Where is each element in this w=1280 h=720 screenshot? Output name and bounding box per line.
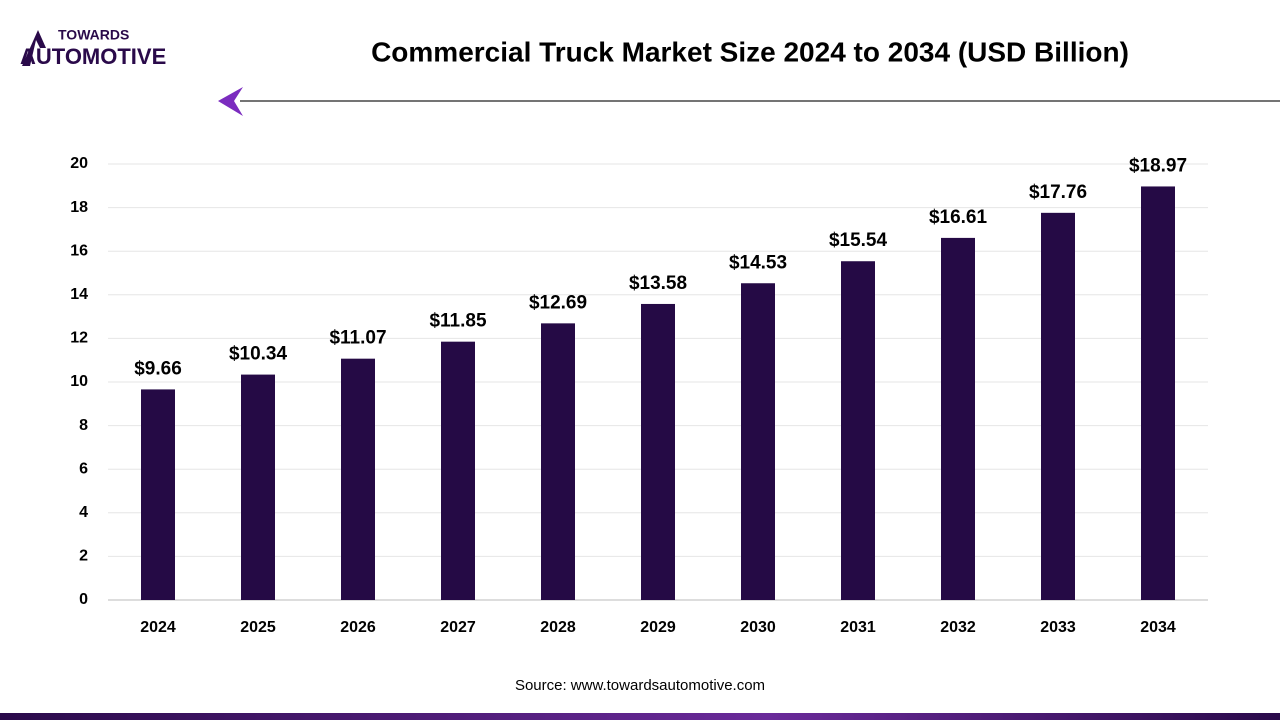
bar xyxy=(141,389,175,600)
x-tick-label: 2030 xyxy=(740,619,776,636)
value-label: $9.66 xyxy=(134,358,182,379)
x-tick-label: 2028 xyxy=(540,619,576,636)
value-label: $13.58 xyxy=(629,273,687,294)
y-tick-label: 14 xyxy=(70,286,88,303)
bar xyxy=(1041,212,1075,600)
bar xyxy=(341,358,375,600)
x-tick-label: 2024 xyxy=(140,619,176,636)
bar xyxy=(941,237,975,601)
y-tick-label: 8 xyxy=(79,417,88,434)
footer-strip xyxy=(0,713,1280,720)
value-label: $15.54 xyxy=(829,230,888,251)
y-tick-label: 20 xyxy=(70,155,88,172)
y-tick-label: 2 xyxy=(79,548,88,565)
y-tick-label: 4 xyxy=(79,504,88,521)
value-label: $12.69 xyxy=(529,292,587,313)
bar xyxy=(841,261,875,600)
y-tick-label: 12 xyxy=(70,330,88,347)
y-tick-label: 6 xyxy=(79,460,88,477)
chart-title: Commercial Truck Market Size 2024 to 203… xyxy=(371,36,1129,67)
x-tick-label: 2027 xyxy=(440,619,476,636)
bar xyxy=(441,341,475,600)
header-arrow xyxy=(218,87,243,116)
bar xyxy=(641,303,675,600)
x-tick-label: 2029 xyxy=(640,619,676,636)
bar xyxy=(741,283,775,600)
y-tick-label: 0 xyxy=(79,591,88,608)
bar xyxy=(541,323,575,600)
brand-line1: TOWARDS xyxy=(58,27,129,43)
source: Source: www.towardsautomotive.com xyxy=(515,677,765,694)
y-tick-label: 16 xyxy=(70,242,88,259)
value-label: $10.34 xyxy=(229,344,288,365)
value-label: $17.76 xyxy=(1029,182,1087,203)
logo-icon xyxy=(22,30,46,66)
value-label: $14.53 xyxy=(729,252,787,273)
x-tick-label: 2033 xyxy=(1040,619,1076,636)
y-tick-label: 18 xyxy=(70,199,88,216)
bar xyxy=(241,374,275,600)
value-label: $18.97 xyxy=(1129,155,1187,176)
x-tick-label: 2025 xyxy=(240,619,276,636)
x-tick-label: 2026 xyxy=(340,619,376,636)
value-label: $11.85 xyxy=(429,311,486,332)
x-tick-label: 2031 xyxy=(840,619,876,636)
y-tick-label: 10 xyxy=(70,373,88,390)
bar xyxy=(1141,186,1175,601)
value-label: $11.07 xyxy=(329,328,386,349)
value-label: $16.61 xyxy=(929,207,988,228)
brand-line2: AUTOMOTIVE xyxy=(20,44,166,69)
x-tick-label: 2034 xyxy=(1140,619,1176,636)
x-tick-label: 2032 xyxy=(940,619,976,636)
